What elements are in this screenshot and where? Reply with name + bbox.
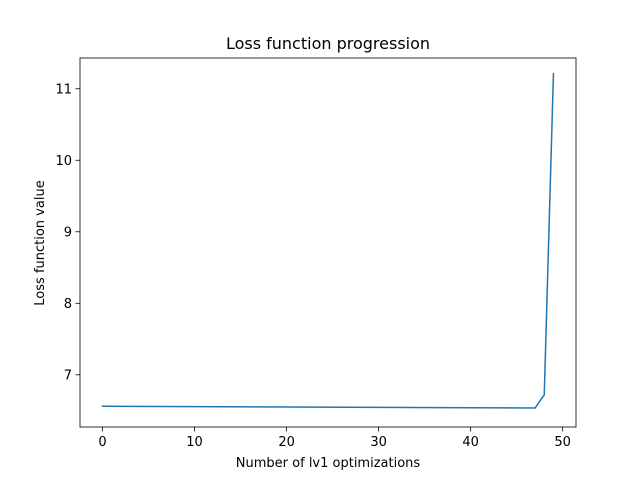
y-tick-label-9: 9 — [64, 225, 72, 240]
series-line-0 — [101, 72, 555, 409]
y-tick-label-11: 11 — [55, 82, 72, 97]
y-tick-label-8: 8 — [64, 297, 72, 312]
x-tick-label-0: 0 — [98, 435, 106, 450]
x-tick-label-10: 10 — [186, 435, 203, 450]
x-tick-label-20: 20 — [278, 435, 295, 450]
y-tick-label-10: 10 — [55, 154, 72, 169]
plot-area: 0 10 20 30 40 50 7 8 9 10 11 — [55, 57, 577, 450]
x-axis-label: Number of lv1 optimizations — [236, 456, 421, 471]
x-tick-label-40: 40 — [462, 435, 479, 450]
y-tick-label-7: 7 — [64, 368, 72, 383]
x-tick-label-50: 50 — [554, 435, 571, 450]
chart-title: Loss function progression — [226, 34, 430, 53]
axes-frame — [79, 57, 577, 428]
x-tick-label-30: 30 — [370, 435, 387, 450]
y-axis-label: Loss function value — [33, 180, 48, 305]
